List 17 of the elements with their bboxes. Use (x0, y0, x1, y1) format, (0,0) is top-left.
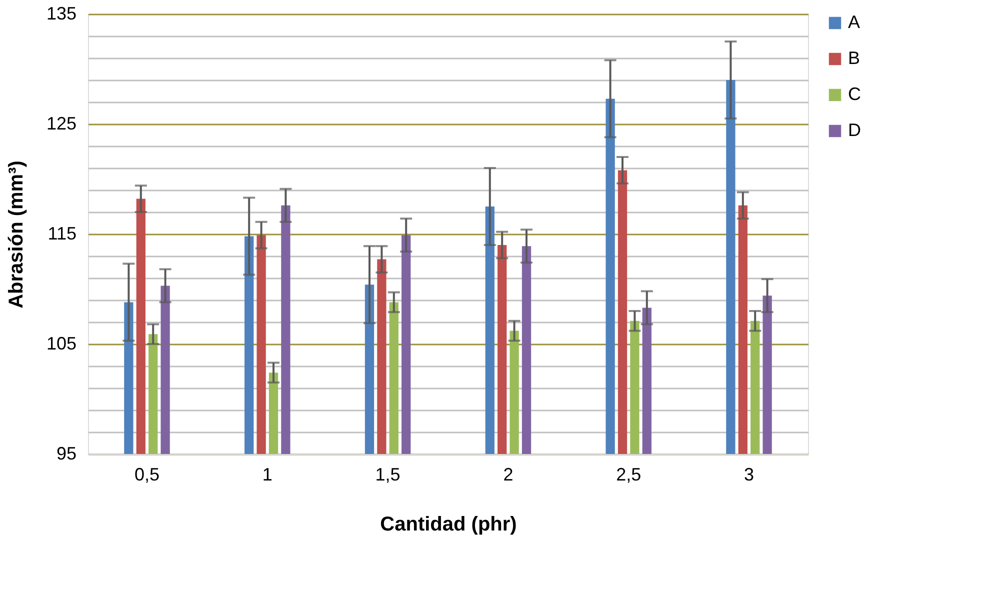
y-axis-title: Abrasión (mm³) (5, 160, 28, 308)
legend-label: D (848, 120, 861, 140)
y-tick-label: 105 (46, 334, 76, 354)
x-tick-label: 2,5 (616, 464, 642, 484)
legend-label: B (848, 48, 860, 68)
x-tick-label: 0,5 (134, 464, 160, 484)
y-tick-label: 95 (56, 444, 76, 464)
y-tick-label: 115 (48, 224, 76, 244)
x-tick-label: 2 (503, 464, 514, 484)
x-tick-label: 1,5 (375, 464, 400, 484)
y-tick-label: 135 (46, 4, 76, 24)
x-axis-title: Cantidad (phr) (380, 514, 517, 536)
x-tick-label: 1 (262, 464, 272, 484)
legend-label: C (848, 84, 861, 104)
x-tick-label: 3 (744, 464, 754, 484)
legend-label: A (848, 12, 860, 32)
y-tick-label: 125 (46, 114, 76, 134)
